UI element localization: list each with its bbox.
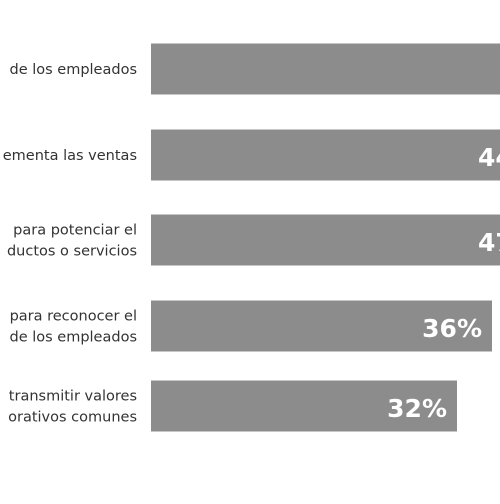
value-labels: 44 47 36% 32% xyxy=(387,143,500,423)
bars xyxy=(151,43,500,432)
value-label-4: 32% xyxy=(387,394,447,423)
category-label-line: orativos comunes xyxy=(8,410,137,426)
bar-0 xyxy=(151,43,500,95)
value-label-2: 47 xyxy=(478,228,500,257)
category-labels: de los empleados ementa las ventas para po… xyxy=(3,62,137,426)
category-label-line: para reconocer el xyxy=(10,309,137,325)
bar-3 xyxy=(151,300,492,352)
bar-1 xyxy=(151,129,500,181)
bar-2 xyxy=(151,214,500,266)
category-label-3: para reconocer el de los empleados xyxy=(9,309,137,346)
category-label-4: transmitir valores orativos comunes xyxy=(8,389,137,426)
category-label-1: ementa las ventas xyxy=(3,148,137,164)
category-label-line: de los empleados xyxy=(9,330,137,346)
category-label-2: para potenciar el ductos o servicios xyxy=(7,223,137,260)
category-label-line: ementa las ventas xyxy=(3,148,137,164)
category-label-0: de los empleados xyxy=(9,62,137,78)
category-label-line: para potenciar el xyxy=(13,223,137,239)
value-label-1: 44 xyxy=(478,143,500,172)
category-label-line: de los empleados xyxy=(9,62,137,78)
bar-4 xyxy=(151,380,457,432)
category-label-line: transmitir valores xyxy=(9,389,137,405)
category-label-line: ductos o servicios xyxy=(7,244,137,260)
value-label-3: 36% xyxy=(422,314,482,343)
